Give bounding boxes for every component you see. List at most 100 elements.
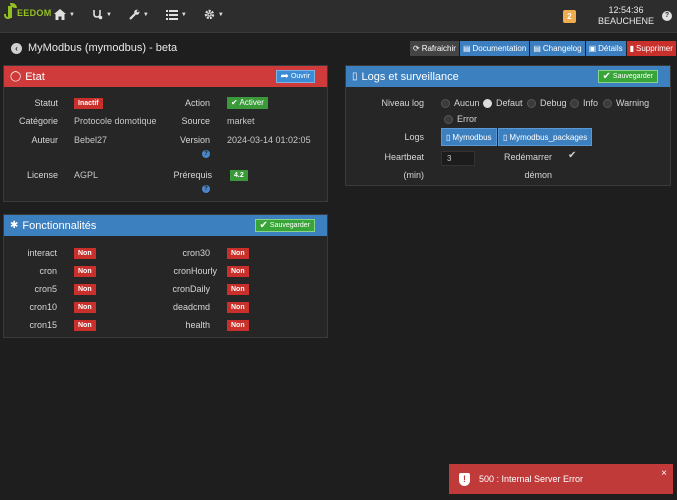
heartbeat-label: Heartbeat bbox=[384, 152, 424, 162]
radio-button bbox=[570, 98, 579, 108]
file-icon: ▯ bbox=[446, 132, 451, 142]
version-label: Version bbox=[179, 135, 210, 145]
statut-label: Statut bbox=[34, 98, 58, 108]
fonctionnalites-panel: ✱ Fonctionnalités ✔ Sauvegarder interact … bbox=[3, 214, 328, 338]
refresh-icon: ⟳ bbox=[413, 44, 420, 53]
feature-status-badge: Non bbox=[74, 248, 96, 259]
stethoscope-icon bbox=[93, 10, 103, 20]
close-icon[interactable]: × bbox=[661, 468, 667, 479]
delete-button[interactable]: ▮ Supprimer bbox=[626, 41, 676, 56]
feature-status-badge: Non bbox=[227, 302, 249, 313]
changelog-button[interactable]: ▤ Changelog bbox=[530, 41, 585, 56]
home-menu[interactable]: ▼ bbox=[54, 9, 75, 20]
log-mymodbus-packages-button[interactable]: ▯ Mymodbus_packages bbox=[498, 128, 593, 146]
settings-menu[interactable]: ▼ bbox=[204, 9, 224, 20]
feature-label-cron30: cron30 bbox=[182, 248, 210, 258]
feature-label-cronhourly: cronHourly bbox=[173, 266, 217, 276]
notification-badge[interactable]: 2 bbox=[563, 10, 576, 23]
clock: 12:54:36 BEAUCHENE bbox=[596, 5, 656, 27]
analysis-menu[interactable]: ▼ bbox=[92, 9, 112, 20]
feature-label-deadcmd: deadcmd bbox=[172, 302, 210, 312]
categorie-label: Catégorie bbox=[18, 116, 58, 126]
home-icon bbox=[54, 9, 66, 20]
puzzle-icon: ✱ bbox=[10, 220, 19, 231]
shield-icon: ! bbox=[459, 472, 470, 486]
check-circle-icon: ✔ bbox=[259, 220, 268, 231]
logs-label: Logs bbox=[404, 132, 424, 142]
help-icon[interactable]: ? bbox=[662, 11, 672, 21]
list-menu[interactable]: ▼ bbox=[165, 9, 187, 20]
feature-status-badge: Non bbox=[227, 284, 249, 295]
radio-warning[interactable]: Warning bbox=[603, 98, 649, 108]
list-icon bbox=[165, 9, 178, 20]
open-button[interactable]: ➦ Ouvrir bbox=[275, 70, 315, 83]
heartbeat-input[interactable]: 3 bbox=[441, 151, 475, 166]
chevron-down-icon: ▼ bbox=[217, 11, 224, 18]
feature-status-badge: Non bbox=[227, 320, 249, 331]
navbar: EEDOM ▼ ▼ ▼ ▼ ▼ 2 12:54:36 BEAUCHENE ? bbox=[0, 0, 677, 33]
prerequis-badge: 4.2 bbox=[230, 170, 248, 181]
jeedom-logo[interactable]: EEDOM bbox=[4, 3, 52, 21]
toast-message: 500 : Internal Server Error bbox=[479, 474, 584, 484]
details-button[interactable]: ▣ Détails bbox=[585, 41, 626, 56]
etat-panel: ◯ Etat ➦ Ouvrir Statut Inactif Action ✔ A… bbox=[3, 65, 328, 202]
auteur-value: Bebel27 bbox=[74, 135, 108, 145]
wrench-icon bbox=[129, 9, 140, 20]
question-icon[interactable]: ? bbox=[202, 150, 210, 158]
error-toast: ! 500 : Internal Server Error × bbox=[449, 464, 673, 494]
feature-status-badge: Non bbox=[74, 302, 96, 313]
feature-status-badge: Non bbox=[227, 248, 249, 259]
radio-aucun[interactable]: Aucun bbox=[441, 98, 480, 108]
radio-debug[interactable]: Debug bbox=[527, 98, 567, 108]
etat-title: Etat bbox=[25, 70, 45, 83]
chevron-down-icon: ▼ bbox=[180, 11, 187, 18]
etat-panel-header: ◯ Etat ➦ Ouvrir bbox=[4, 66, 327, 87]
status-badge: Inactif bbox=[74, 98, 103, 109]
trash-icon: ▮ bbox=[629, 44, 634, 53]
feature-status-badge: Non bbox=[74, 284, 96, 295]
radio-error[interactable]: Error bbox=[444, 114, 477, 124]
prerequis-label: Prérequis bbox=[173, 170, 212, 180]
file-icon: ▯ bbox=[503, 132, 508, 142]
source-value: market bbox=[227, 116, 255, 126]
chevron-down-icon: ▼ bbox=[69, 11, 75, 18]
plugin-title: MyModbus (mymodbus) - beta bbox=[28, 42, 178, 54]
log-mymodbus-button[interactable]: ▯ Mymodbus bbox=[441, 128, 497, 146]
question-icon[interactable]: ? bbox=[202, 185, 210, 193]
license-value: AGPL bbox=[74, 170, 99, 180]
activate-button[interactable]: ✔ Activer bbox=[227, 97, 268, 109]
logs-panel: ▯ Logs et surveillance ✔ Sauvegarder Nive… bbox=[345, 65, 671, 186]
feature-status-badge: Non bbox=[74, 320, 96, 331]
book-icon: ▤ bbox=[462, 44, 471, 53]
check-circle-icon: ✔ bbox=[602, 71, 611, 82]
heartbeat-unit-label: (min) bbox=[403, 170, 425, 180]
categorie-value: Protocole domotique bbox=[74, 116, 157, 126]
page-title: ‹ MyModbus (mymodbus) - beta bbox=[11, 42, 177, 54]
fonctionnalites-header: ✱ Fonctionnalités ✔ Sauvegarder bbox=[4, 215, 327, 236]
documentation-button[interactable]: ▤ Documentation bbox=[459, 41, 530, 56]
clock-time: 12:54:36 bbox=[608, 5, 644, 15]
fonctionnalites-save-button[interactable]: ✔ Sauvegarder bbox=[254, 219, 315, 232]
radio-button bbox=[603, 98, 612, 108]
restart-daemon-checkbox[interactable]: ✔ bbox=[568, 150, 577, 161]
refresh-button[interactable]: ⟳ Rafraichir bbox=[410, 41, 459, 56]
main-menu: ▼ ▼ ▼ ▼ ▼ bbox=[54, 9, 241, 20]
restart-daemon-label: Redémarrer bbox=[503, 152, 552, 162]
radio-button-selected bbox=[483, 98, 492, 108]
feature-label-cron5: cron5 bbox=[34, 284, 57, 294]
top-toolbar: ⟳ Rafraichir ▤ Documentation ▤ Changelog ▣ D… bbox=[410, 41, 677, 56]
file-icon: ▯ bbox=[352, 71, 358, 82]
feature-status-badge: Non bbox=[74, 266, 96, 277]
back-arrow-icon[interactable]: ‹ bbox=[11, 42, 22, 54]
restart-daemon-label-2: démon bbox=[524, 170, 552, 180]
feature-status-badge: Non bbox=[227, 266, 249, 277]
details-icon: ▣ bbox=[588, 44, 597, 53]
radio-defaut[interactable]: Defaut bbox=[483, 98, 523, 108]
check-icon: ✔ bbox=[231, 98, 240, 107]
tools-menu[interactable]: ▼ bbox=[129, 9, 149, 20]
auteur-label: Auteur bbox=[31, 135, 58, 145]
logs-title: Logs et surveillance bbox=[361, 70, 459, 83]
radio-info[interactable]: Info bbox=[570, 98, 598, 108]
chevron-down-icon: ▼ bbox=[105, 11, 112, 18]
logs-save-button[interactable]: ✔ Sauvegarder bbox=[597, 70, 658, 83]
